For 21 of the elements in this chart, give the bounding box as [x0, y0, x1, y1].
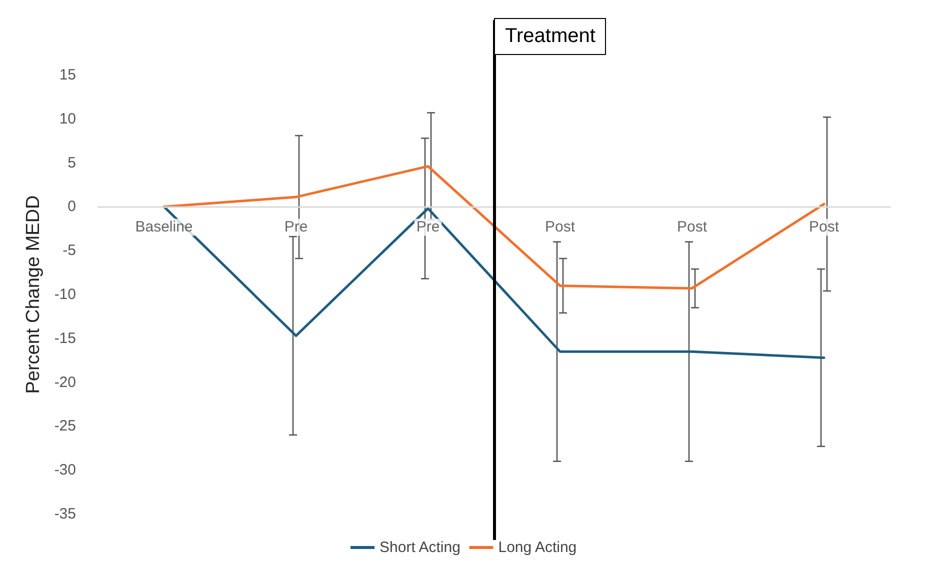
x-tick-label: Post: [544, 218, 576, 236]
y-tick-label: -25: [54, 418, 76, 435]
y-tick-label: 15: [59, 66, 76, 84]
x-tick-label: Post: [676, 218, 708, 236]
y-tick-label: -35: [54, 506, 76, 522]
x-tick-label: Pre: [284, 218, 308, 236]
legend-label: Short Acting: [380, 539, 460, 556]
y-tick-label: -10: [54, 286, 76, 303]
text: Treatment: [494, 18, 606, 55]
y-tick-label: -20: [54, 374, 76, 391]
y-tick-label: -15: [54, 330, 76, 347]
y-tick-label: 10: [59, 110, 76, 128]
x-tick-label: Pre: [416, 218, 440, 236]
legend-label: Long Acting: [498, 539, 577, 556]
x-tick-label: Baseline: [135, 218, 193, 236]
y-tick-label: 0: [68, 198, 76, 216]
x-tick-label: Post: [808, 218, 840, 236]
y-axis-title: Percent Change MEDD: [23, 195, 44, 394]
y-tick-label: 5: [68, 154, 76, 172]
y-tick-label: -5: [62, 242, 76, 260]
y-tick-label: -30: [54, 462, 76, 479]
